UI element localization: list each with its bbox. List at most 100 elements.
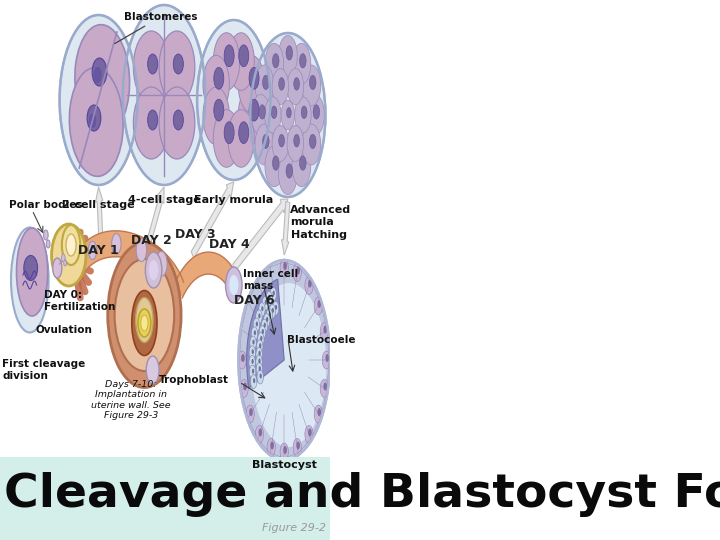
Circle shape xyxy=(258,366,261,371)
Circle shape xyxy=(256,355,262,369)
Text: DAY 4: DAY 4 xyxy=(209,239,250,252)
Text: 4-cell stage: 4-cell stage xyxy=(127,195,200,205)
Circle shape xyxy=(256,310,262,324)
Text: DAY 1: DAY 1 xyxy=(78,244,119,256)
Text: Polar bodies: Polar bodies xyxy=(9,200,83,210)
Circle shape xyxy=(43,230,48,240)
Ellipse shape xyxy=(108,242,181,388)
Polygon shape xyxy=(72,231,184,298)
Circle shape xyxy=(89,241,96,259)
Text: Advanced
morula: Advanced morula xyxy=(290,205,351,227)
Circle shape xyxy=(269,305,276,319)
Text: Cleavage and Blastocyst Formation: Cleavage and Blastocyst Formation xyxy=(4,472,720,517)
Circle shape xyxy=(253,330,256,335)
Circle shape xyxy=(292,43,311,84)
Ellipse shape xyxy=(174,110,184,130)
Circle shape xyxy=(249,346,256,360)
Circle shape xyxy=(310,75,316,90)
FancyBboxPatch shape xyxy=(0,457,330,540)
Circle shape xyxy=(287,69,304,105)
Circle shape xyxy=(229,275,238,295)
Circle shape xyxy=(258,359,261,363)
Circle shape xyxy=(251,359,253,364)
Circle shape xyxy=(228,33,254,90)
Circle shape xyxy=(251,33,325,197)
Circle shape xyxy=(123,5,205,185)
Circle shape xyxy=(66,234,76,256)
Circle shape xyxy=(318,300,321,308)
Circle shape xyxy=(225,267,242,303)
Circle shape xyxy=(271,308,274,313)
Circle shape xyxy=(300,53,306,68)
Circle shape xyxy=(228,110,254,167)
Text: Blastomeres: Blastomeres xyxy=(114,12,197,44)
Circle shape xyxy=(224,45,234,67)
Circle shape xyxy=(251,327,258,341)
Circle shape xyxy=(275,305,277,310)
Ellipse shape xyxy=(11,227,48,333)
Circle shape xyxy=(265,43,284,84)
Circle shape xyxy=(313,105,320,119)
Circle shape xyxy=(256,362,263,376)
Circle shape xyxy=(266,317,269,322)
Circle shape xyxy=(238,87,265,145)
Circle shape xyxy=(62,225,80,265)
Circle shape xyxy=(249,365,256,379)
Circle shape xyxy=(301,106,307,119)
Ellipse shape xyxy=(148,54,158,74)
Circle shape xyxy=(294,134,300,147)
Circle shape xyxy=(61,254,65,262)
Circle shape xyxy=(253,340,255,345)
Circle shape xyxy=(279,78,284,90)
Circle shape xyxy=(272,69,289,105)
Circle shape xyxy=(261,306,264,311)
Polygon shape xyxy=(175,252,238,298)
Circle shape xyxy=(323,351,330,369)
Circle shape xyxy=(224,122,234,144)
Circle shape xyxy=(305,94,324,136)
Circle shape xyxy=(294,97,311,133)
Circle shape xyxy=(283,446,287,454)
Circle shape xyxy=(149,260,158,280)
Circle shape xyxy=(293,438,302,456)
Circle shape xyxy=(305,426,313,443)
Circle shape xyxy=(258,313,261,319)
Circle shape xyxy=(213,33,240,90)
Ellipse shape xyxy=(148,110,158,130)
Circle shape xyxy=(270,287,276,301)
Circle shape xyxy=(266,308,273,322)
Circle shape xyxy=(136,239,147,261)
Circle shape xyxy=(265,300,267,305)
Text: DAY 3: DAY 3 xyxy=(174,228,215,241)
Circle shape xyxy=(203,55,230,113)
Circle shape xyxy=(258,351,261,356)
Circle shape xyxy=(280,443,288,461)
Text: 2-cell stage: 2-cell stage xyxy=(62,200,135,210)
Circle shape xyxy=(146,356,159,384)
Circle shape xyxy=(267,438,275,456)
Circle shape xyxy=(297,442,300,449)
Circle shape xyxy=(145,252,162,288)
Circle shape xyxy=(256,426,264,443)
Circle shape xyxy=(264,97,281,133)
Ellipse shape xyxy=(132,291,157,355)
Circle shape xyxy=(46,240,50,248)
Ellipse shape xyxy=(94,67,102,83)
Circle shape xyxy=(259,105,266,119)
Circle shape xyxy=(286,46,292,60)
Circle shape xyxy=(272,53,279,68)
Circle shape xyxy=(271,106,277,119)
Circle shape xyxy=(259,343,261,348)
Circle shape xyxy=(320,380,328,397)
Circle shape xyxy=(238,260,330,460)
Text: Blastocoele: Blastocoele xyxy=(287,335,355,345)
Circle shape xyxy=(253,318,260,332)
Circle shape xyxy=(249,355,256,369)
Circle shape xyxy=(264,322,266,328)
Text: Days 7-10:
Implantation in
uterine wall. See
Figure 29-3: Days 7-10: Implantation in uterine wall.… xyxy=(91,380,171,420)
Circle shape xyxy=(213,110,240,167)
Circle shape xyxy=(258,333,264,346)
Text: DAY 2: DAY 2 xyxy=(131,233,171,246)
Circle shape xyxy=(294,78,300,90)
Ellipse shape xyxy=(174,54,184,74)
